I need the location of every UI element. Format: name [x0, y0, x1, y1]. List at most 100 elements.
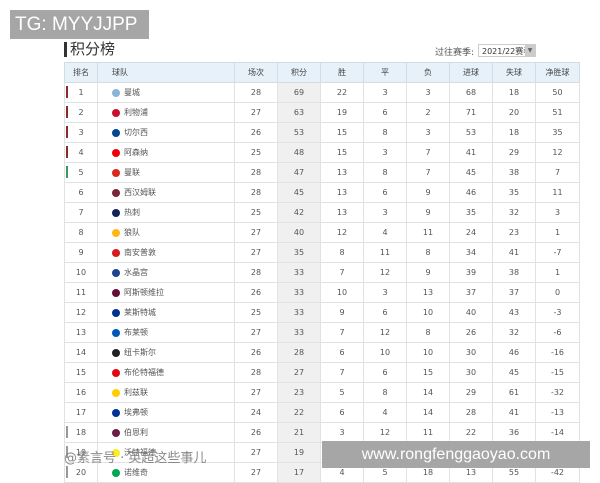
stat-cell: 12: [363, 262, 407, 283]
column-header[interactable]: 场次: [234, 62, 278, 83]
stat-cell: 28: [234, 362, 278, 383]
team-crest-icon: [112, 428, 120, 437]
stat-cell: 15: [320, 142, 364, 163]
team-cell: 阿斯顿维拉: [97, 282, 235, 303]
stat-cell: 35: [492, 182, 536, 203]
team-crest-icon: [112, 288, 120, 297]
stat-cell: 20: [492, 102, 536, 123]
standings-table: 排名 球队 场次 积分胜平负进球 失球 净胜球 1 曼城 28 69 22 3 3 68 18 50 2 利物浦…: [64, 62, 580, 483]
stat-cell: 53: [449, 122, 493, 143]
team-name[interactable]: 伯恩利: [124, 428, 148, 437]
stat-cell: 6: [363, 302, 407, 323]
team-name[interactable]: 水晶宫: [124, 268, 148, 277]
column-header[interactable]: 失球: [492, 62, 536, 83]
column-header[interactable]: 排名: [64, 62, 98, 83]
stat-cell: 38: [492, 162, 536, 183]
table-row: 11 阿斯顿维拉 26 33 10 3 13 37 37 0: [64, 282, 580, 303]
team-name[interactable]: 沃特福德: [124, 448, 156, 457]
table-row: 2 利物浦 27 63 19 6 2 71 20 51: [64, 102, 580, 123]
column-header[interactable]: 进球: [449, 62, 493, 83]
stat-cell: 9: [406, 202, 450, 223]
team-name[interactable]: 布莱顿: [124, 328, 148, 337]
stat-cell: 8: [363, 162, 407, 183]
rank: 20: [75, 468, 87, 477]
team-name[interactable]: 莱斯特城: [124, 308, 156, 317]
table-row: 1 曼城 28 69 22 3 3 68 18 50: [64, 82, 580, 103]
team-name[interactable]: 曼城: [124, 88, 140, 97]
rank: 11: [75, 288, 87, 297]
stat-cell: 9: [320, 302, 364, 323]
stat-cell: 28: [449, 402, 493, 423]
column-header[interactable]: 球队: [97, 62, 235, 83]
rank: 7: [78, 208, 84, 217]
team-name[interactable]: 曼联: [124, 168, 140, 177]
column-header[interactable]: 平: [363, 62, 407, 83]
team-cell: 西汉姆联: [97, 182, 235, 203]
stat-cell: 41: [492, 402, 536, 423]
zone-marker: [66, 126, 68, 138]
stat-cell: 9: [406, 182, 450, 203]
team-name[interactable]: 利物浦: [124, 108, 148, 117]
team-name[interactable]: 阿斯顿维拉: [124, 288, 164, 297]
team-name[interactable]: 狼队: [124, 228, 140, 237]
team-name[interactable]: 利兹联: [124, 388, 148, 397]
team-cell: 利物浦: [97, 102, 235, 123]
stat-cell: 2: [406, 102, 450, 123]
stat-cell: 6: [363, 102, 407, 123]
team-name[interactable]: 纽卡斯尔: [124, 348, 156, 357]
team-cell: 热刺: [97, 202, 235, 223]
rank: 5: [78, 168, 84, 177]
team-cell: 利兹联: [97, 382, 235, 403]
stat-cell: 29: [449, 382, 493, 403]
stat-cell: -32: [535, 382, 580, 403]
stat-cell: 11: [363, 242, 407, 263]
rank: 1: [78, 88, 84, 97]
season-select[interactable]: 2021/22赛季 ▼: [478, 44, 536, 57]
stat-cell: 14: [406, 382, 450, 403]
stat-cell: 26: [234, 422, 278, 443]
stat-cell: 28: [234, 162, 278, 183]
rank: 19: [75, 448, 87, 457]
stat-cell: 47: [277, 162, 321, 183]
zone-marker: [66, 466, 68, 478]
team-cell: 莱斯特城: [97, 302, 235, 323]
column-header[interactable]: 胜: [320, 62, 364, 83]
watermark-bottom: @素言号 · 英超这些事儿: [64, 451, 207, 466]
team-name[interactable]: 西汉姆联: [124, 188, 156, 197]
team-name[interactable]: 诺维奇: [124, 468, 148, 477]
stat-cell: 35: [449, 202, 493, 223]
team-name[interactable]: 南安普敦: [124, 248, 156, 257]
stat-cell: 6: [320, 402, 364, 423]
stat-cell: 71: [449, 102, 493, 123]
team-name[interactable]: 阿森纳: [124, 148, 148, 157]
team-name[interactable]: 切尔西: [124, 128, 148, 137]
stat-cell: 68: [449, 82, 493, 103]
rank: 16: [75, 388, 87, 397]
rank-cell: 15: [64, 362, 98, 383]
stat-cell: 3: [406, 82, 450, 103]
column-header[interactable]: 积分: [277, 62, 321, 83]
stat-cell: 3: [363, 202, 407, 223]
team-cell: 切尔西: [97, 122, 235, 143]
chevron-down-icon[interactable]: ▼: [525, 45, 535, 56]
stat-cell: 3: [363, 282, 407, 303]
column-header[interactable]: 负: [406, 62, 450, 83]
stat-cell: 14: [406, 402, 450, 423]
stat-cell: -6: [535, 322, 580, 343]
stat-cell: 7: [320, 362, 364, 383]
stat-cell: 3: [363, 142, 407, 163]
team-name[interactable]: 埃弗顿: [124, 408, 148, 417]
team-name[interactable]: 热刺: [124, 208, 140, 217]
rank-cell: 14: [64, 342, 98, 363]
stat-cell: 40: [449, 302, 493, 323]
stat-cell: 30: [449, 362, 493, 383]
rank-cell: 9: [64, 242, 98, 263]
stat-cell: 37: [449, 282, 493, 303]
stat-cell: 8: [406, 242, 450, 263]
stat-cell: 35: [535, 122, 580, 143]
team-crest-icon: [112, 88, 120, 97]
column-header[interactable]: 净胜球: [535, 62, 580, 83]
stat-cell: 13: [406, 282, 450, 303]
table-header: 排名 球队 场次 积分胜平负进球 失球 净胜球: [64, 62, 580, 83]
team-name[interactable]: 布伦特福德: [124, 368, 164, 377]
